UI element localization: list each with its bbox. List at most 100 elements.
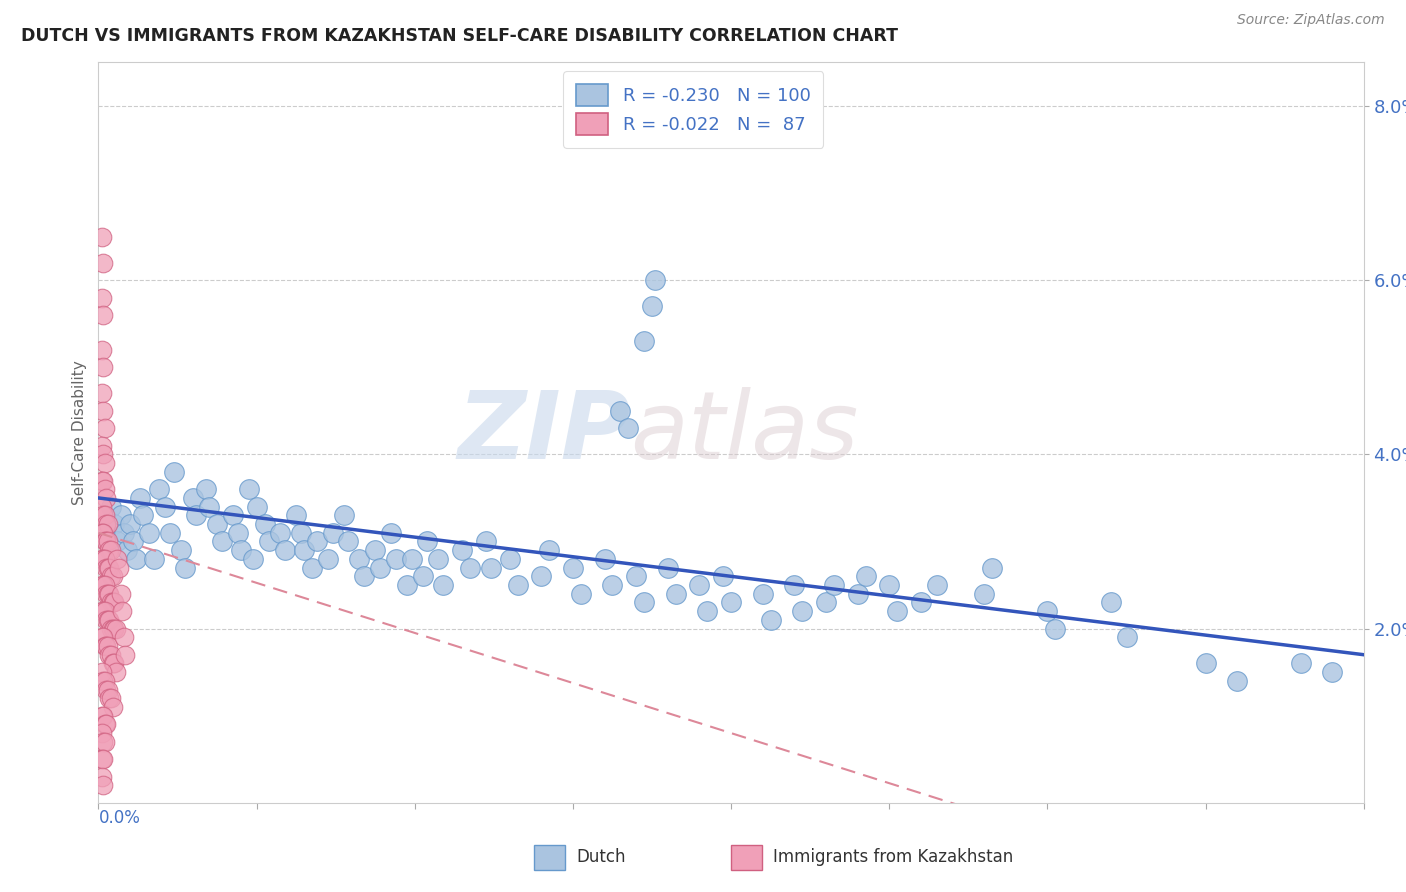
Point <box>1115 630 1137 644</box>
Point <box>98 691 121 706</box>
Point <box>416 534 439 549</box>
Text: ZIP: ZIP <box>457 386 630 479</box>
Point <box>169 543 191 558</box>
Point <box>97 560 120 574</box>
Point <box>617 421 640 435</box>
Point <box>506 578 529 592</box>
Point <box>104 622 127 636</box>
Point <box>163 465 186 479</box>
Point <box>125 552 148 566</box>
Point <box>96 613 118 627</box>
Point <box>186 508 208 523</box>
Point <box>475 534 498 549</box>
Point <box>688 578 710 592</box>
Point <box>385 552 408 566</box>
Point <box>561 560 585 574</box>
Point <box>877 578 900 592</box>
Point <box>792 604 814 618</box>
Point <box>364 543 387 558</box>
Point <box>253 517 276 532</box>
Point <box>101 569 124 583</box>
Point <box>90 439 112 453</box>
Point <box>380 525 402 540</box>
Point <box>198 500 221 514</box>
Point <box>90 752 112 766</box>
Point <box>1099 595 1122 609</box>
Point <box>90 386 112 401</box>
Point <box>451 543 474 558</box>
Point <box>479 560 502 574</box>
Point <box>569 587 592 601</box>
Point <box>274 543 297 558</box>
Point <box>90 604 112 618</box>
Point <box>93 552 117 566</box>
Point <box>657 560 679 574</box>
Point <box>412 569 434 583</box>
Point <box>93 482 117 496</box>
Point <box>90 726 112 740</box>
Point <box>602 578 624 592</box>
Point <box>159 525 181 540</box>
Point <box>90 665 112 680</box>
Point <box>90 630 112 644</box>
Point <box>100 500 122 514</box>
Point <box>100 648 122 662</box>
Point <box>142 552 165 566</box>
Point <box>910 595 932 609</box>
Point <box>97 682 120 697</box>
Point <box>93 534 117 549</box>
Text: 0.0%: 0.0% <box>98 809 141 827</box>
Point <box>205 517 228 532</box>
Point <box>301 560 323 574</box>
Point <box>633 595 655 609</box>
Point <box>96 560 118 574</box>
Point <box>427 552 450 566</box>
Point <box>194 482 218 496</box>
Point <box>90 343 112 357</box>
Point <box>103 595 125 609</box>
Point <box>855 569 877 583</box>
Point <box>665 587 688 601</box>
Point <box>458 560 481 574</box>
Point <box>644 273 666 287</box>
Point <box>100 691 122 706</box>
Point <box>103 517 125 532</box>
Point <box>138 525 160 540</box>
Point <box>91 778 114 792</box>
Point <box>100 569 122 583</box>
Point <box>90 291 112 305</box>
Point <box>711 569 734 583</box>
Point <box>285 508 308 523</box>
Point <box>93 578 117 592</box>
Point <box>90 770 112 784</box>
Point <box>981 560 1004 574</box>
Point <box>98 648 121 662</box>
Point <box>211 534 233 549</box>
Point <box>91 552 114 566</box>
Point <box>353 569 375 583</box>
Point <box>530 569 553 583</box>
Point <box>91 604 114 618</box>
Point <box>316 552 339 566</box>
Point <box>115 543 138 558</box>
Point <box>107 534 129 549</box>
Point <box>100 622 122 636</box>
Point <box>110 508 132 523</box>
Point <box>90 552 112 566</box>
Point <box>96 517 118 532</box>
Point <box>132 508 155 523</box>
Point <box>91 578 114 592</box>
Point <box>93 639 117 653</box>
Point <box>93 508 117 523</box>
Point <box>401 552 423 566</box>
Point <box>91 508 114 523</box>
Point <box>97 517 120 532</box>
Point <box>101 700 124 714</box>
Point <box>112 525 135 540</box>
Point <box>846 587 869 601</box>
Point <box>368 560 391 574</box>
Y-axis label: Self-Care Disability: Self-Care Disability <box>72 360 87 505</box>
Point <box>93 673 117 688</box>
Text: Dutch: Dutch <box>576 848 626 866</box>
Point <box>1322 665 1344 680</box>
